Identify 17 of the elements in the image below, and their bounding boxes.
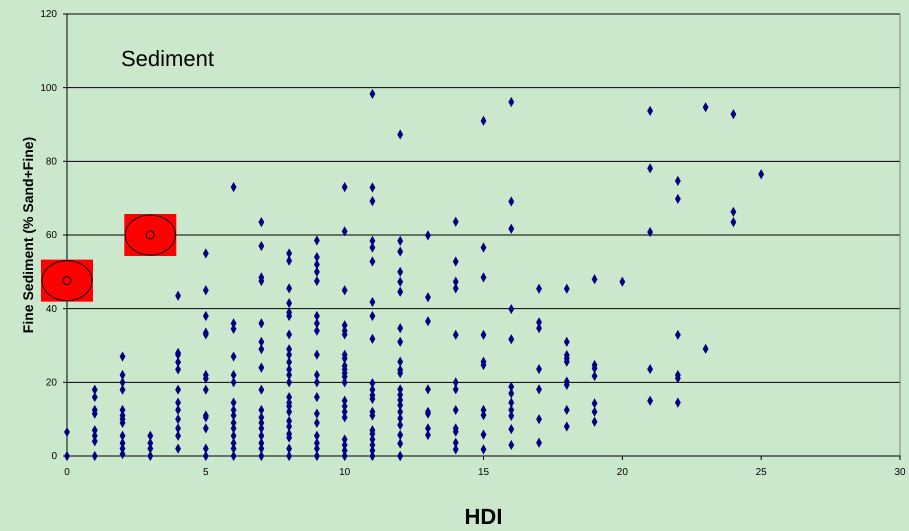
y-tick-label: 60 (46, 230, 58, 242)
y-tick-label: 120 (40, 9, 58, 20)
x-tick-label: 30 (894, 467, 906, 478)
x-tick-label: 20 (616, 467, 628, 478)
y-tick-label: 80 (46, 156, 58, 168)
x-axis-title: HDI (464, 504, 502, 529)
y-axis-title: Fine Sediment (% Sand+Fine) (20, 136, 36, 334)
y-tick-label: 20 (46, 378, 58, 389)
y-tick-label: 40 (46, 304, 58, 315)
text: Sediment (121, 46, 214, 71)
x-tick-label: 15 (478, 467, 490, 478)
y-tick-label: 100 (40, 82, 58, 94)
y-tick-label: 0 (51, 451, 58, 462)
x-tick-label: 5 (203, 467, 210, 478)
x-tick-label: 0 (64, 467, 70, 478)
x-tick-label: 10 (339, 467, 351, 478)
x-tick-label: 25 (756, 467, 768, 478)
